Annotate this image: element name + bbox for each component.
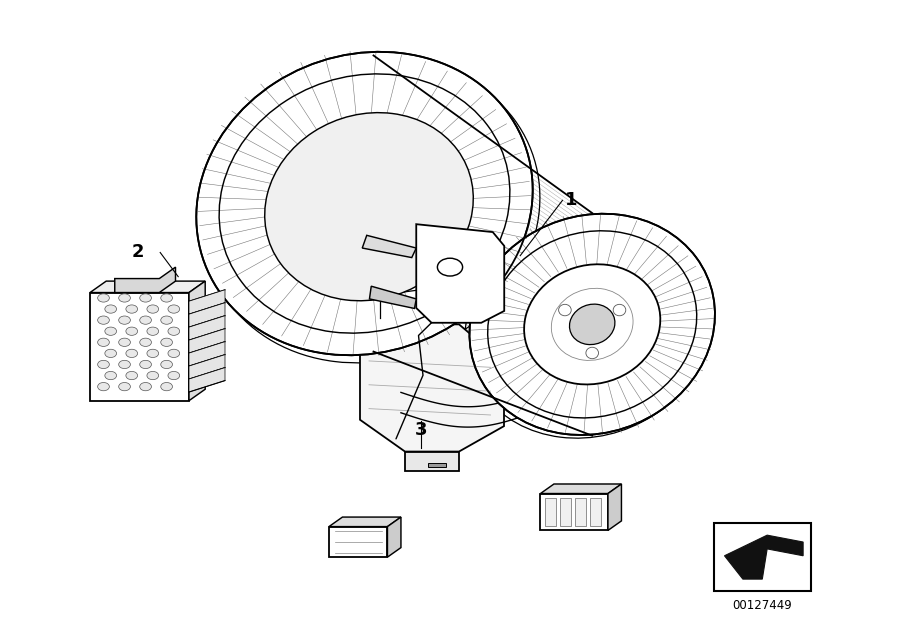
Ellipse shape: [140, 361, 151, 369]
Ellipse shape: [552, 288, 633, 361]
Polygon shape: [545, 498, 556, 526]
Ellipse shape: [570, 304, 615, 345]
Ellipse shape: [168, 327, 180, 335]
Ellipse shape: [586, 347, 598, 359]
Ellipse shape: [119, 316, 130, 324]
Ellipse shape: [98, 338, 110, 347]
Polygon shape: [329, 527, 387, 557]
Ellipse shape: [126, 349, 138, 357]
Ellipse shape: [147, 371, 158, 380]
Ellipse shape: [98, 316, 110, 324]
Polygon shape: [714, 523, 811, 591]
Ellipse shape: [126, 327, 138, 335]
Ellipse shape: [300, 147, 429, 260]
Ellipse shape: [161, 294, 173, 302]
Polygon shape: [329, 517, 401, 527]
Polygon shape: [724, 535, 803, 579]
Polygon shape: [189, 368, 225, 392]
Polygon shape: [387, 517, 401, 557]
Ellipse shape: [140, 316, 151, 324]
Polygon shape: [189, 329, 225, 353]
Ellipse shape: [119, 338, 130, 347]
Polygon shape: [362, 235, 416, 258]
Ellipse shape: [437, 258, 463, 276]
Text: 2: 2: [131, 244, 144, 261]
Polygon shape: [540, 484, 621, 494]
Polygon shape: [115, 267, 176, 293]
Ellipse shape: [265, 113, 473, 301]
Ellipse shape: [104, 349, 117, 357]
Polygon shape: [590, 498, 600, 526]
Polygon shape: [90, 281, 205, 293]
Ellipse shape: [119, 361, 130, 369]
Ellipse shape: [196, 52, 533, 356]
Ellipse shape: [119, 294, 130, 302]
Ellipse shape: [147, 349, 158, 357]
Ellipse shape: [161, 382, 173, 391]
Ellipse shape: [559, 305, 572, 315]
Ellipse shape: [147, 327, 158, 335]
Ellipse shape: [168, 349, 180, 357]
Polygon shape: [90, 293, 189, 401]
Ellipse shape: [147, 305, 158, 313]
Ellipse shape: [119, 382, 130, 391]
Ellipse shape: [470, 214, 715, 435]
Polygon shape: [416, 224, 504, 323]
Ellipse shape: [126, 305, 138, 313]
Text: 3: 3: [415, 421, 428, 439]
Text: 1: 1: [565, 191, 578, 209]
Polygon shape: [428, 463, 446, 467]
Polygon shape: [189, 290, 225, 314]
Text: 00127449: 00127449: [733, 599, 792, 612]
Ellipse shape: [126, 371, 138, 380]
Polygon shape: [189, 342, 225, 366]
Ellipse shape: [326, 169, 403, 238]
Polygon shape: [189, 303, 225, 327]
Ellipse shape: [161, 361, 173, 369]
Polygon shape: [540, 494, 608, 530]
Ellipse shape: [161, 316, 173, 324]
Ellipse shape: [98, 382, 110, 391]
Polygon shape: [189, 315, 225, 340]
Ellipse shape: [104, 327, 117, 335]
Polygon shape: [370, 286, 416, 308]
Ellipse shape: [278, 128, 451, 279]
Polygon shape: [189, 281, 205, 401]
Ellipse shape: [104, 371, 117, 380]
Polygon shape: [374, 55, 592, 436]
Ellipse shape: [613, 305, 626, 315]
Polygon shape: [360, 324, 504, 452]
Polygon shape: [560, 498, 571, 526]
Ellipse shape: [140, 294, 151, 302]
Ellipse shape: [140, 338, 151, 347]
Polygon shape: [575, 498, 586, 526]
Ellipse shape: [161, 338, 173, 347]
Ellipse shape: [98, 361, 110, 369]
Ellipse shape: [140, 382, 151, 391]
Ellipse shape: [168, 371, 180, 380]
Polygon shape: [608, 484, 621, 530]
Ellipse shape: [104, 305, 117, 313]
Polygon shape: [405, 452, 459, 471]
Ellipse shape: [98, 294, 110, 302]
Polygon shape: [189, 355, 225, 379]
Ellipse shape: [168, 305, 180, 313]
Ellipse shape: [524, 265, 661, 384]
